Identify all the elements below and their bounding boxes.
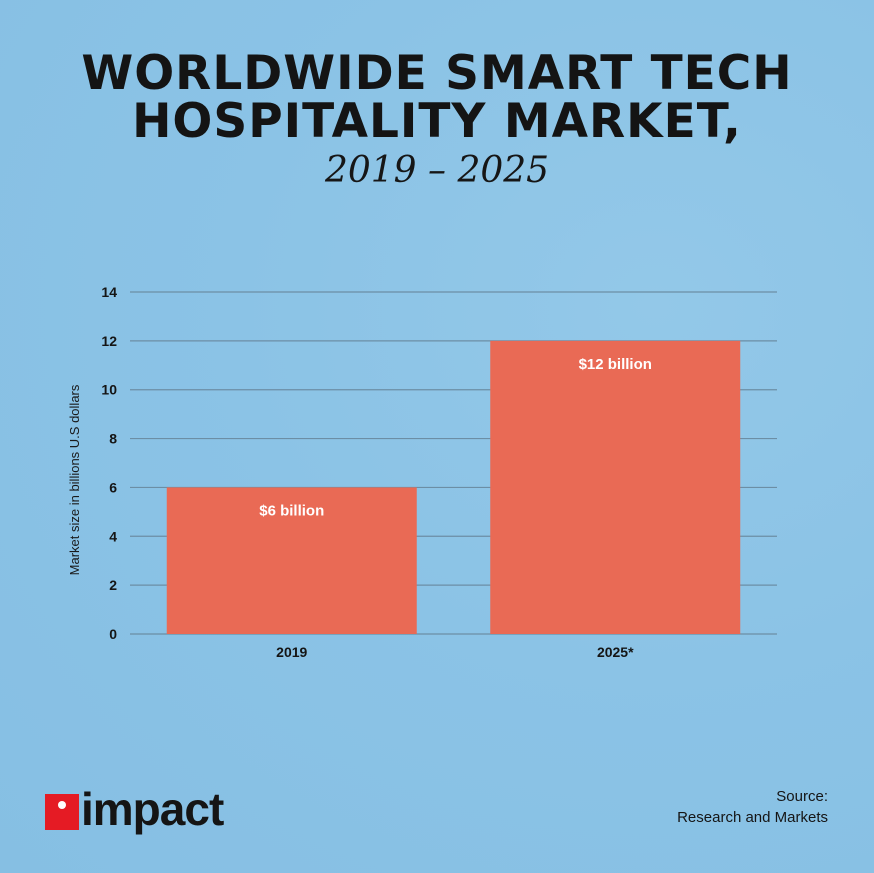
logo-text: impact — [81, 783, 224, 835]
label-layer: 0 2 4 6 8 10 12 14 $6 billion 2019 $12 billion 2025… — [101, 284, 652, 660]
source-text: Research and Markets — [677, 809, 828, 826]
data-label: $6 billion — [259, 502, 324, 519]
bar-layer — [166, 340, 741, 634]
y-tick-label: 2 — [109, 577, 117, 593]
y-tick-label: 14 — [101, 284, 117, 300]
data-label: $12 billion — [579, 356, 652, 373]
logo-mark — [45, 794, 79, 830]
y-tick-label: 6 — [109, 479, 117, 495]
source-note: Source: Research and Markets — [677, 786, 828, 828]
y-tick-label: 10 — [101, 382, 117, 398]
bar-chart: 0 2 4 6 8 10 12 14 $6 billion 2019 $12 billion 2025… — [67, 284, 777, 660]
chart-title: WORLDWIDE SMART TECH HOSPITALITY MARKET, — [81, 46, 793, 149]
impact-logo: impact — [45, 783, 265, 840]
y-tick-label: 4 — [109, 528, 117, 544]
y-tick-label: 12 — [101, 333, 117, 349]
chart-subtitle: 2019 – 2025 — [324, 150, 550, 191]
y-axis-label: Market size in billions U.S dollars — [67, 384, 82, 575]
x-tick-label: 2025* — [597, 644, 634, 660]
y-tick-label: 0 — [109, 626, 117, 642]
bar-2019 — [166, 487, 417, 634]
y-tick-label: 8 — [109, 431, 117, 447]
bar-2025 — [490, 340, 741, 634]
x-tick-label: 2019 — [276, 644, 307, 660]
source-label: Source: — [776, 788, 828, 805]
